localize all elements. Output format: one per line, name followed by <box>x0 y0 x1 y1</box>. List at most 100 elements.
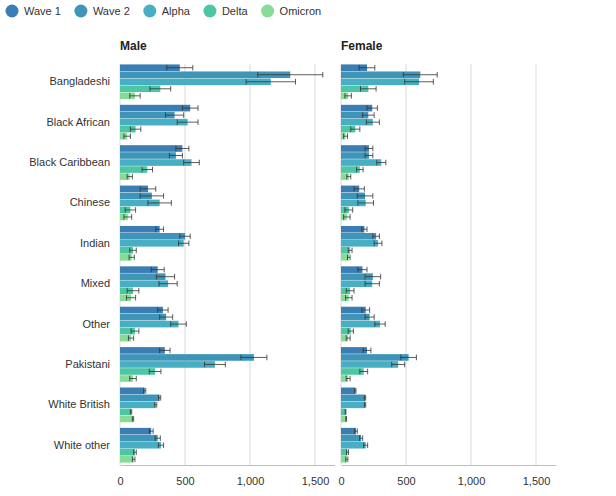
error-bar <box>360 435 363 441</box>
legend: Wave 1Wave 2AlphaDeltaOmicron <box>6 5 322 18</box>
chart-root: Wave 1Wave 2AlphaDeltaOmicronMale05001,0… <box>0 0 616 496</box>
error-bar <box>373 233 380 239</box>
error-bar <box>159 281 177 287</box>
error-bar <box>345 416 347 422</box>
y-tick: Black African <box>46 116 110 128</box>
bar <box>120 409 131 416</box>
legend-item: Wave 1 <box>6 5 61 18</box>
error-bar <box>140 193 163 199</box>
y-tick-label: White British <box>48 398 110 410</box>
legend-swatch <box>6 5 19 18</box>
error-bar <box>346 288 354 294</box>
legend-label: Wave 2 <box>93 5 130 17</box>
x-axis-line <box>121 465 336 466</box>
legend-swatch <box>74 5 87 18</box>
x-tick: 1,000 <box>458 465 486 487</box>
error-bar <box>345 409 347 415</box>
error-bar <box>365 153 373 159</box>
legend-swatch <box>261 5 274 18</box>
y-tick-label: Other <box>82 318 110 330</box>
series <box>341 71 437 441</box>
error-bar <box>184 160 200 166</box>
bar <box>341 409 346 416</box>
y-tick-label: Bangladeshi <box>49 75 110 87</box>
y-tick-label: White other <box>54 439 111 451</box>
error-bar <box>130 93 140 99</box>
error-bar <box>346 376 350 382</box>
panel: Female05001,0001,500 <box>338 39 556 487</box>
series <box>341 85 376 455</box>
x-tick: 500 <box>397 465 415 487</box>
bar <box>120 152 176 159</box>
y-tick-label: Black Caribbean <box>29 156 110 168</box>
error-bar <box>159 395 161 401</box>
legend-label: Wave 1 <box>24 5 61 17</box>
bar <box>120 456 134 463</box>
error-bar <box>127 174 132 180</box>
x-tick-label: 1,000 <box>237 475 265 487</box>
error-bar <box>359 65 375 71</box>
error-bar <box>357 193 373 199</box>
error-bar <box>347 174 351 180</box>
error-bar <box>361 86 377 92</box>
error-bar <box>156 226 164 232</box>
error-bar <box>148 200 171 206</box>
error-bar <box>360 369 368 375</box>
error-bar <box>132 456 135 462</box>
error-bar <box>149 369 161 375</box>
bar <box>341 387 355 394</box>
error-bar <box>344 133 348 139</box>
x-tick-label: 1,500 <box>523 475 551 487</box>
x-tick-label: 500 <box>176 475 194 487</box>
error-bar <box>345 93 352 99</box>
bar <box>120 402 156 409</box>
x-tick: 0 <box>338 465 344 487</box>
x-tick: 1,500 <box>523 465 551 487</box>
legend-label: Delta <box>222 5 249 17</box>
error-bar <box>129 255 134 261</box>
error-bar <box>364 402 365 408</box>
error-bar <box>346 295 353 301</box>
error-bar <box>362 307 370 313</box>
x-tick-label: 1,500 <box>302 475 330 487</box>
error-bar <box>180 233 190 239</box>
chart-svg: Wave 1Wave 2AlphaDeltaOmicronMale05001,0… <box>0 0 616 496</box>
grid-line <box>471 64 472 465</box>
x-tick-label: 0 <box>117 475 123 487</box>
error-bar <box>392 362 405 368</box>
error-bar <box>344 214 351 220</box>
bar <box>120 387 145 394</box>
bar <box>120 442 161 449</box>
bar <box>120 435 158 442</box>
error-bar <box>358 200 374 206</box>
legend-swatch <box>143 5 156 18</box>
series <box>120 71 323 441</box>
bar <box>341 240 378 247</box>
bar <box>120 449 135 456</box>
error-bar <box>130 409 131 415</box>
error-bar <box>364 442 368 448</box>
bar <box>341 361 398 368</box>
x-tick: 0 <box>117 465 123 487</box>
error-bar <box>128 335 133 341</box>
error-bar <box>132 416 133 422</box>
y-tick: Mixed <box>81 277 110 289</box>
error-bar <box>348 255 351 261</box>
error-bar <box>151 267 164 273</box>
y-tick: Black Caribbean <box>29 156 110 168</box>
grid <box>341 64 536 465</box>
grid-line <box>536 64 537 465</box>
error-bar <box>358 267 367 273</box>
y-tick: Bangladeshi <box>49 75 110 87</box>
bar <box>120 159 192 166</box>
error-bar <box>377 160 386 166</box>
bar <box>120 321 179 328</box>
error-bar <box>355 388 356 394</box>
error-bar <box>366 119 379 125</box>
error-bar <box>346 449 348 455</box>
error-bar <box>156 274 174 280</box>
y-tick-label: Black African <box>46 116 110 128</box>
bar <box>341 354 409 361</box>
error-bar <box>149 428 153 434</box>
error-bar <box>142 167 152 173</box>
